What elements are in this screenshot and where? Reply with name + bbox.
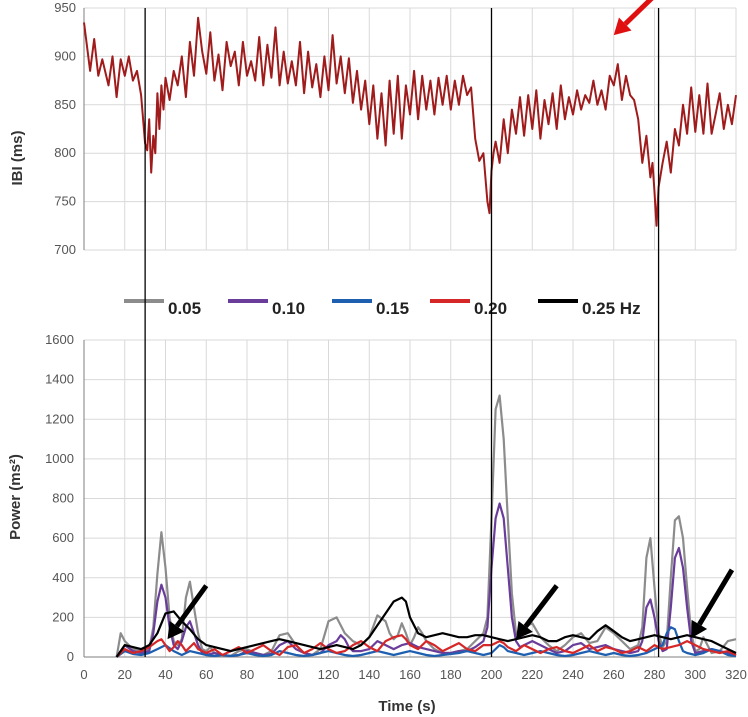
power-chart: 0 200 400 600 800 1000 1200 1400 1600 0 20 40 60 80 1… — [7, 332, 747, 715]
power-y-axis-title: Power (ms²) — [7, 454, 24, 540]
power-x-ticks: 0 20 40 60 80 100 120 140 160 180 200 220 240 260 280 3… — [80, 667, 746, 682]
power-y-tick-label: 800 — [52, 491, 74, 506]
ibi-y-tick-label: 700 — [54, 242, 76, 257]
ibi-y-tick-label: 850 — [54, 97, 76, 112]
legend-item: 0.15 — [332, 299, 409, 318]
black-arrow-annotation — [167, 584, 209, 640]
ibi-series-line — [83, 16, 737, 227]
power-x-tick-label: 20 — [118, 667, 132, 682]
black-arrow-annotation — [691, 568, 735, 639]
power-x-tick-label: 0 — [80, 667, 87, 682]
power-y-tick-label: 0 — [67, 649, 74, 664]
legend: 0.05 0.10 0.15 0.20 0.25 Hz — [124, 299, 641, 318]
legend-label: 0.15 — [376, 299, 409, 318]
ibi-y-tick-label: 900 — [54, 48, 76, 63]
power-y-tick-label: 1000 — [45, 451, 74, 466]
power-x-tick-label: 160 — [399, 667, 421, 682]
legend-label: 0.25 Hz — [582, 299, 641, 318]
power-y-ticks: 0 200 400 600 800 1000 1200 1400 1600 — [45, 332, 74, 664]
legend-label: 0.05 — [168, 299, 201, 318]
ibi-y-tick-label: 800 — [54, 145, 76, 160]
legend-item: 0.05 — [124, 299, 201, 318]
ibi-grid — [83, 7, 737, 251]
ibi-chart: 700 750 800 850 900 950 IBI (ms) — [9, 0, 737, 257]
ibi-y-axis-title: IBI (ms) — [9, 130, 26, 185]
ibi-y-tick-label: 950 — [54, 0, 76, 15]
power-x-tick-label: 200 — [481, 667, 503, 682]
power-x-axis-title: Time (s) — [378, 698, 435, 715]
power-x-tick-label: 260 — [603, 667, 625, 682]
annotation-arrows — [167, 0, 735, 640]
event-markers — [144, 8, 660, 657]
power-x-tick-label: 180 — [440, 667, 462, 682]
power-x-tick-label: 120 — [318, 667, 340, 682]
ibi-y-tick-label: 750 — [54, 194, 76, 209]
black-arrow-annotation — [515, 584, 559, 640]
power-x-tick-label: 240 — [562, 667, 584, 682]
power-y-tick-label: 200 — [52, 609, 74, 624]
power-x-tick-label: 320 — [725, 667, 747, 682]
legend-item: 0.25 Hz — [538, 299, 641, 318]
ibi-y-ticks: 700 750 800 850 900 950 — [54, 0, 76, 257]
power-x-tick-label: 80 — [240, 667, 254, 682]
legend-item: 0.20 — [430, 299, 507, 318]
power-series-line — [115, 502, 737, 658]
power-x-tick-label: 140 — [358, 667, 380, 682]
power-x-tick-label: 220 — [521, 667, 543, 682]
power-x-tick-label: 40 — [158, 667, 172, 682]
power-y-tick-label: 1400 — [45, 372, 74, 387]
power-y-tick-label: 600 — [52, 530, 74, 545]
legend-label: 0.10 — [272, 299, 305, 318]
power-series — [115, 394, 737, 658]
red-arrow-annotation — [613, 0, 654, 36]
power-x-tick-label: 280 — [644, 667, 666, 682]
legend-label: 0.20 — [474, 299, 507, 318]
power-series-line — [115, 596, 737, 658]
power-x-tick-label: 60 — [199, 667, 213, 682]
power-y-tick-label: 1600 — [45, 332, 74, 347]
power-y-tick-label: 400 — [52, 570, 74, 585]
power-x-tick-label: 300 — [684, 667, 706, 682]
power-grid — [83, 339, 737, 658]
power-series-line — [115, 634, 737, 658]
power-series-line — [115, 626, 737, 658]
legend-item: 0.10 — [228, 299, 305, 318]
power-x-tick-label: 100 — [277, 667, 299, 682]
ibi-series — [83, 16, 737, 227]
power-y-tick-label: 1200 — [45, 411, 74, 426]
